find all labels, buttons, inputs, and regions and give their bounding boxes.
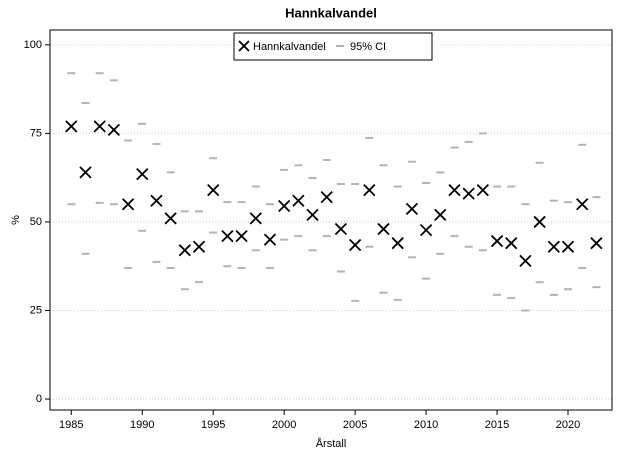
x-tick-label: 2000 (272, 419, 296, 431)
point (278, 199, 291, 213)
point (221, 229, 234, 243)
point (292, 194, 305, 207)
point (249, 212, 262, 225)
plot-frame (49, 29, 613, 411)
point (235, 229, 248, 243)
legend-box (233, 32, 433, 61)
point (334, 222, 348, 236)
point (306, 208, 319, 222)
point (363, 183, 376, 197)
point (178, 244, 191, 257)
y-tick-label: 25 (30, 304, 42, 316)
point (476, 183, 489, 197)
point (263, 233, 277, 246)
point (121, 198, 135, 211)
point (93, 120, 106, 133)
point (576, 198, 589, 211)
point (391, 237, 404, 250)
x-tick-label: 2005 (343, 419, 367, 431)
point (348, 238, 362, 252)
point (320, 191, 333, 204)
point (448, 183, 461, 197)
x-axis-label: Årstall (316, 437, 347, 450)
x-tick-label: 2010 (414, 419, 438, 431)
y-tick-label: 0 (36, 393, 42, 405)
legend-label: 95% CI (350, 41, 386, 53)
point (419, 223, 433, 237)
point (533, 215, 546, 229)
point (547, 240, 560, 253)
point (561, 240, 575, 253)
point (377, 222, 390, 236)
y-tick-label: 50 (30, 216, 42, 228)
y-tick-label: 100 (24, 39, 42, 51)
point (107, 123, 121, 137)
point (462, 187, 475, 200)
point (192, 240, 206, 253)
point (434, 208, 447, 222)
point (150, 194, 163, 207)
x-tick-label: 1985 (59, 419, 83, 431)
legend-label: Hannkalvandel (253, 41, 326, 53)
x-tick-label: 2015 (485, 419, 509, 431)
y-axis-label: % (10, 215, 22, 225)
point (519, 254, 532, 268)
point (136, 168, 149, 181)
point (405, 202, 419, 215)
point (490, 234, 504, 248)
point (164, 212, 177, 225)
x-tick-label: 1990 (130, 419, 154, 431)
point (590, 237, 603, 250)
point (65, 120, 78, 133)
point (505, 237, 518, 250)
y-tick-label: 75 (30, 127, 42, 139)
point (207, 183, 220, 197)
x-tick-label: 2020 (556, 419, 580, 431)
x-tick-label: 1995 (201, 419, 225, 431)
chart-title: Hannkalvandel (285, 5, 377, 20)
point (79, 166, 92, 179)
legend-marker (238, 40, 250, 52)
